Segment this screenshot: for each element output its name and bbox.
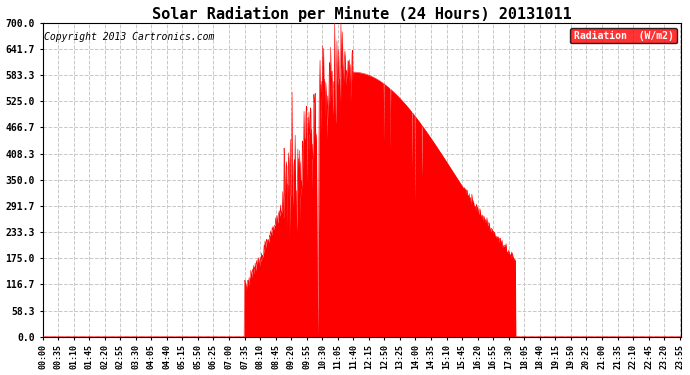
Text: Copyright 2013 Cartronics.com: Copyright 2013 Cartronics.com <box>44 32 214 42</box>
Legend: Radiation  (W/m2): Radiation (W/m2) <box>570 28 677 44</box>
Title: Solar Radiation per Minute (24 Hours) 20131011: Solar Radiation per Minute (24 Hours) 20… <box>152 6 572 21</box>
